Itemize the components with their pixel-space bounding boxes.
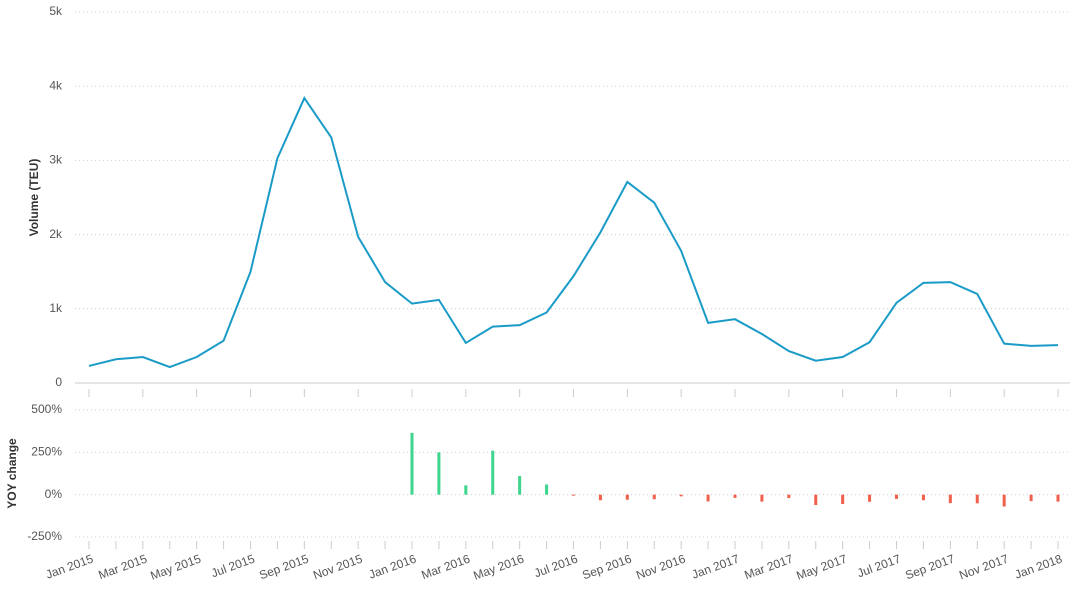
x-tick-label: May 2015 <box>148 552 203 583</box>
x-tick-label: Nov 2017 <box>957 552 1010 583</box>
bar <box>410 432 414 495</box>
x-tick-label: Mar 2015 <box>97 552 150 583</box>
x-tick-label: May 2017 <box>794 552 849 583</box>
x-tick-label: Sep 2015 <box>257 552 310 583</box>
x-tick-label: Jan 2017 <box>690 552 741 582</box>
y-tick-label: 3k <box>49 153 63 167</box>
x-tick-label: Nov 2015 <box>311 552 364 583</box>
bar <box>975 494 979 504</box>
x-tick-label: Sep 2016 <box>580 552 633 583</box>
x-tick-label: Jan 2018 <box>1013 552 1064 582</box>
bar <box>679 494 683 497</box>
y-tick-label: 2k <box>49 227 63 241</box>
x-tick-label: Jan 2016 <box>367 552 418 582</box>
x-tick-label: Nov 2016 <box>634 552 687 583</box>
x-tick-label: Jul 2015 <box>209 552 257 581</box>
y-tick-label: 0% <box>45 487 63 501</box>
bar <box>841 494 845 504</box>
bar <box>1029 494 1033 502</box>
bar <box>598 494 602 501</box>
x-tick-label: Jul 2017 <box>855 552 903 581</box>
y-tick-label: 1k <box>49 301 63 315</box>
axis-title: YOY change <box>5 438 19 509</box>
bar <box>787 494 791 499</box>
bar <box>948 494 952 504</box>
x-tick-label: Jul 2016 <box>532 552 580 581</box>
y-tick-label: 500% <box>31 402 62 416</box>
bar <box>814 494 818 505</box>
bar <box>895 494 898 499</box>
bar <box>706 494 710 502</box>
y-tick-label: 250% <box>31 445 62 459</box>
bar <box>760 494 764 502</box>
bar <box>491 450 495 495</box>
x-tick-label: Sep 2017 <box>903 552 956 583</box>
bar <box>437 452 441 495</box>
x-tick-label: Jan 2015 <box>44 552 95 582</box>
bar <box>625 494 629 500</box>
bar <box>518 476 522 495</box>
y-tick-label: 4k <box>49 78 63 92</box>
bar <box>545 484 549 495</box>
bar <box>464 485 468 495</box>
x-tick-label: Mar 2017 <box>743 552 796 583</box>
line-series <box>88 96 1059 369</box>
bar <box>1056 494 1060 502</box>
bar <box>868 494 872 502</box>
bar <box>733 494 737 498</box>
y-tick-label: 5k <box>49 4 63 18</box>
bar <box>1002 494 1006 507</box>
bar <box>572 494 575 496</box>
axis-title: Volume (TEU) <box>27 159 41 237</box>
x-tick-label: May 2016 <box>471 552 526 583</box>
x-tick-label: Mar 2016 <box>420 552 473 583</box>
y-tick-label: 0 <box>55 375 62 389</box>
bar <box>652 494 656 500</box>
bar <box>921 494 925 501</box>
y-tick-label: -250% <box>27 529 62 543</box>
